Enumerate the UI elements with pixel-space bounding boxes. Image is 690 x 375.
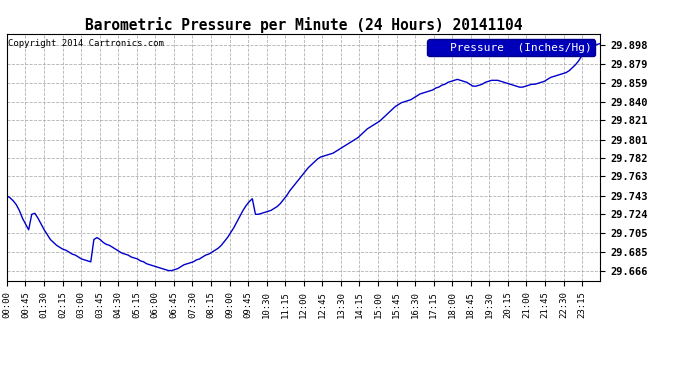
Text: Copyright 2014 Cartronics.com: Copyright 2014 Cartronics.com bbox=[8, 39, 164, 48]
Legend: Pressure  (Inches/Hg): Pressure (Inches/Hg) bbox=[427, 39, 595, 56]
Title: Barometric Pressure per Minute (24 Hours) 20141104: Barometric Pressure per Minute (24 Hours… bbox=[85, 16, 522, 33]
